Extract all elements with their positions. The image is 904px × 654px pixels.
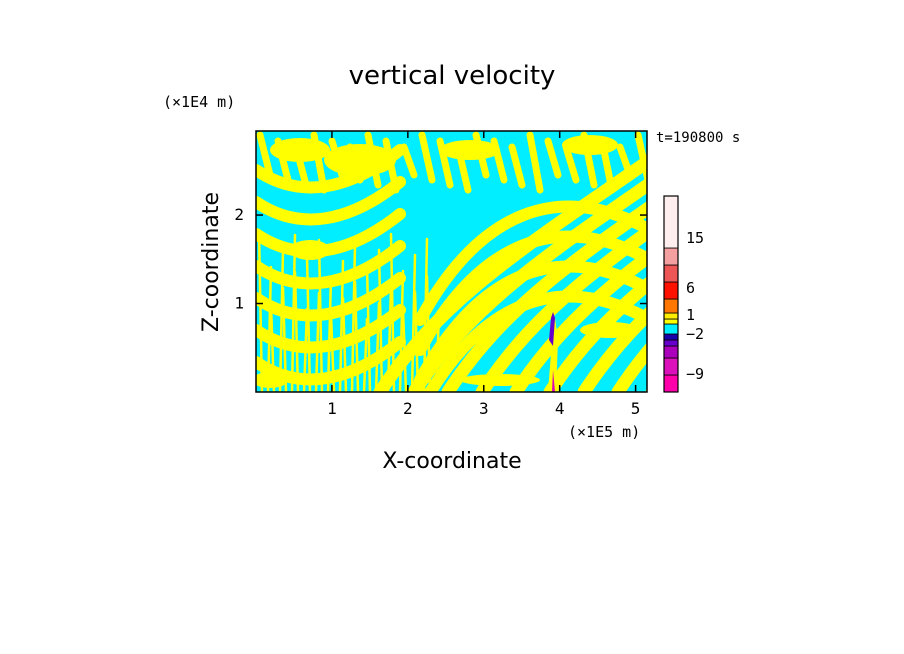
contour-band <box>611 342 647 392</box>
contour-band <box>616 143 634 179</box>
colorbar-label: 6 <box>686 279 695 297</box>
contour-band <box>329 312 336 392</box>
contour-band <box>434 311 441 392</box>
contour-blob <box>580 322 640 338</box>
x-tick-label: 4 <box>555 399 565 418</box>
updraft-base <box>552 370 555 392</box>
colorbar-segment <box>663 195 679 249</box>
contour-band <box>374 301 381 392</box>
contour-band <box>423 290 647 392</box>
contour-field <box>256 131 647 392</box>
contour-band <box>341 296 348 392</box>
contour-band <box>314 291 321 392</box>
colorbar-labels: 15 6 1−2 −9 <box>686 229 704 383</box>
plot-frame <box>255 130 648 393</box>
colorbar <box>663 195 679 393</box>
contour-band <box>377 248 384 392</box>
contour-band <box>425 274 432 392</box>
colorbar-segment <box>663 339 679 347</box>
contour-band <box>281 286 288 392</box>
contour-band <box>266 265 273 392</box>
contour-band <box>400 143 418 179</box>
x-tick-label: 2 <box>403 399 413 418</box>
chart-title: vertical velocity <box>349 61 556 91</box>
y-axis: 12 <box>234 205 647 313</box>
y-tick-label: 1 <box>234 294 244 313</box>
contour-band <box>577 306 647 392</box>
contour-band <box>418 131 436 184</box>
colorbar-segment <box>663 318 679 325</box>
colorbar-segment <box>663 345 679 359</box>
contour-band <box>365 264 372 392</box>
contour-band <box>293 270 300 392</box>
contour-band <box>414 260 647 386</box>
contour-band <box>543 276 647 392</box>
contour-band <box>350 243 357 392</box>
colorbar-label: −2 <box>686 325 704 343</box>
contour-band <box>317 238 324 392</box>
colorbar-segment <box>663 281 679 300</box>
contour-band <box>508 143 526 189</box>
contour-band <box>645 387 647 392</box>
updraft-core <box>549 312 555 346</box>
colorbar-label: −9 <box>686 365 704 383</box>
contour-band <box>256 336 406 386</box>
colorbar-frame <box>663 195 679 393</box>
colorbar-label: 1 <box>686 306 695 324</box>
contour-band <box>422 237 429 392</box>
contour-band <box>413 290 420 392</box>
contour-band <box>441 201 647 392</box>
colorbar-segment <box>663 333 679 341</box>
y-axis-label: Z-coordinate <box>199 192 224 332</box>
colorbar-segment <box>663 298 679 314</box>
contour-band <box>401 306 408 392</box>
contour-blob <box>324 144 396 176</box>
x-tick-label: 3 <box>479 399 489 418</box>
contour-blob <box>460 374 540 386</box>
contour-band <box>256 176 406 226</box>
updraft-plume <box>548 318 558 392</box>
contour-band <box>256 131 274 179</box>
contour-band <box>398 269 405 392</box>
contour-band <box>410 253 417 392</box>
time-label: t=190800 s <box>656 130 740 146</box>
contour-band <box>302 307 309 392</box>
contour-band <box>386 285 393 392</box>
y-tick-label: 2 <box>234 205 244 224</box>
x-axis-unit: (×1E5 m) <box>568 423 640 441</box>
contour-blob <box>440 140 500 160</box>
contour-band <box>475 224 647 392</box>
contour-blob <box>562 135 618 155</box>
colorbar-segment <box>663 264 679 283</box>
colorbar-segment <box>663 312 679 320</box>
contour-blob <box>270 138 330 162</box>
contour-band <box>305 254 312 392</box>
colorbar-label: 15 <box>686 229 704 247</box>
y-axis-unit: (×1E4 m) <box>163 93 235 111</box>
contour-blob <box>290 240 330 260</box>
contour-band <box>562 143 580 184</box>
x-axis: 1 2 3 4 5 <box>327 131 640 418</box>
contour-band <box>414 230 647 356</box>
contour-band <box>362 317 369 392</box>
contour-band <box>544 137 562 179</box>
contour-band <box>338 259 345 392</box>
colorbar-segment <box>663 247 679 266</box>
colorbar-segment <box>663 357 679 376</box>
colorbar-segment <box>663 323 679 335</box>
contour-band <box>326 275 333 392</box>
contour-band <box>414 200 647 326</box>
contour-band <box>257 228 264 392</box>
x-tick-label: 1 <box>327 399 337 418</box>
x-tick-label: 5 <box>631 399 641 418</box>
colorbar-segment <box>663 374 679 393</box>
contour-band <box>526 131 544 194</box>
x-axis-label: X-coordinate <box>382 449 521 474</box>
contour-band <box>290 233 297 392</box>
contour-band <box>278 249 285 392</box>
contour-band <box>353 280 360 392</box>
contour-band <box>389 232 396 392</box>
contour-blob <box>256 372 288 388</box>
